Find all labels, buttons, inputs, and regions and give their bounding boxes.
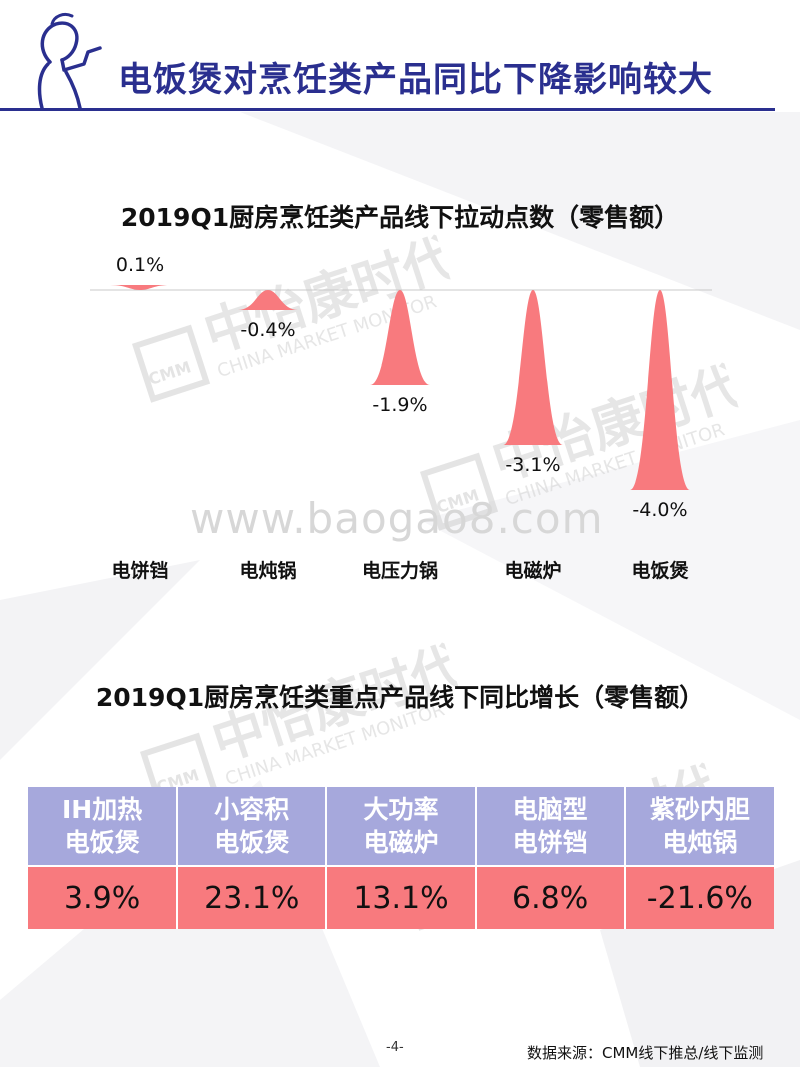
table-cell: 13.1% [326, 865, 477, 929]
category-label: 电饼铛 [111, 559, 168, 582]
header-line-1: IH加热 [61, 795, 143, 824]
chart-title: 2019Q1厨房烹饪类产品线下拉动点数（零售额） [120, 203, 680, 232]
header-line-2: 电饭煲 [214, 828, 290, 857]
data-label: 0.1% [116, 254, 164, 276]
data-label: -3.1% [505, 454, 560, 476]
bar [238, 290, 298, 310]
bar [503, 290, 563, 445]
page-header: 电饭煲对烹饪类产品同比下降影响较大 [0, 0, 800, 112]
table-title: 2019Q1厨房烹饪类重点产品线下同比增长（零售额） [95, 683, 705, 712]
header-line-2: 电磁炉 [363, 828, 439, 857]
table-header-cell: 电脑型 电饼铛 [475, 787, 626, 866]
page-number: -4- [386, 1040, 404, 1055]
header-line-1: 大功率 [363, 795, 439, 824]
category-label: 电磁炉 [504, 559, 561, 582]
bar [630, 290, 690, 490]
data-label: -1.9% [372, 394, 427, 416]
header-line-1: 紫砂内胆 [649, 795, 750, 824]
header-line-1: 小容积 [214, 795, 290, 824]
table-cell: -21.6% [624, 865, 774, 929]
category-label: 电饭煲 [631, 559, 689, 582]
header-line-1: 电脑型 [512, 795, 588, 824]
header-divider [0, 108, 775, 111]
table-row: 3.9% 23.1% 13.1% 6.8% -21.6% [28, 865, 774, 929]
data-label: -4.0% [632, 499, 687, 521]
table-header-cell: 大功率 电磁炉 [326, 787, 477, 866]
category-label: 电炖锅 [239, 559, 296, 582]
table-header-cell: 小容积 电饭煲 [177, 787, 328, 866]
data-label: -0.4% [240, 319, 295, 341]
header-line-2: 电饼铛 [512, 828, 588, 857]
header-line-2: 电饭煲 [64, 828, 140, 857]
table-header-cell: 紫砂内胆 电炖锅 [624, 787, 774, 866]
bar [110, 285, 170, 290]
category-label: 电压力锅 [362, 559, 438, 582]
table-header-row: IH加热电饭煲 小容积电饭煲 大功率电磁炉 电脑型电饼铛 紫砂内胆电炖锅 [28, 787, 774, 866]
bar [370, 290, 430, 385]
page-title: 电饭煲对烹饪类产品同比下降影响较大 [118, 60, 713, 100]
watermark-url: www.baogao8.com [190, 494, 604, 543]
thinking-person-icon [37, 12, 102, 110]
growth-table: IH加热电饭煲 小容积电饭煲 大功率电磁炉 电脑型电饼铛 紫砂内胆电炖锅 3.9… [28, 787, 774, 929]
table-cell: 3.9% [28, 865, 179, 929]
pull-points-chart: 0.1% 电饼铛 -0.4% 电炖锅 -1.9% 电压力锅 -3.1% 电磁炉 -4.0% 电饭煲 [90, 254, 712, 582]
table-cell: 23.1% [177, 865, 328, 929]
table-header-cell: IH加热电饭煲 [28, 787, 179, 866]
table-cell: 6.8% [475, 865, 626, 929]
header-line-2: 电炖锅 [662, 828, 738, 857]
source-note: 数据来源：CMM线下推总/线下监测 [527, 1044, 764, 1062]
